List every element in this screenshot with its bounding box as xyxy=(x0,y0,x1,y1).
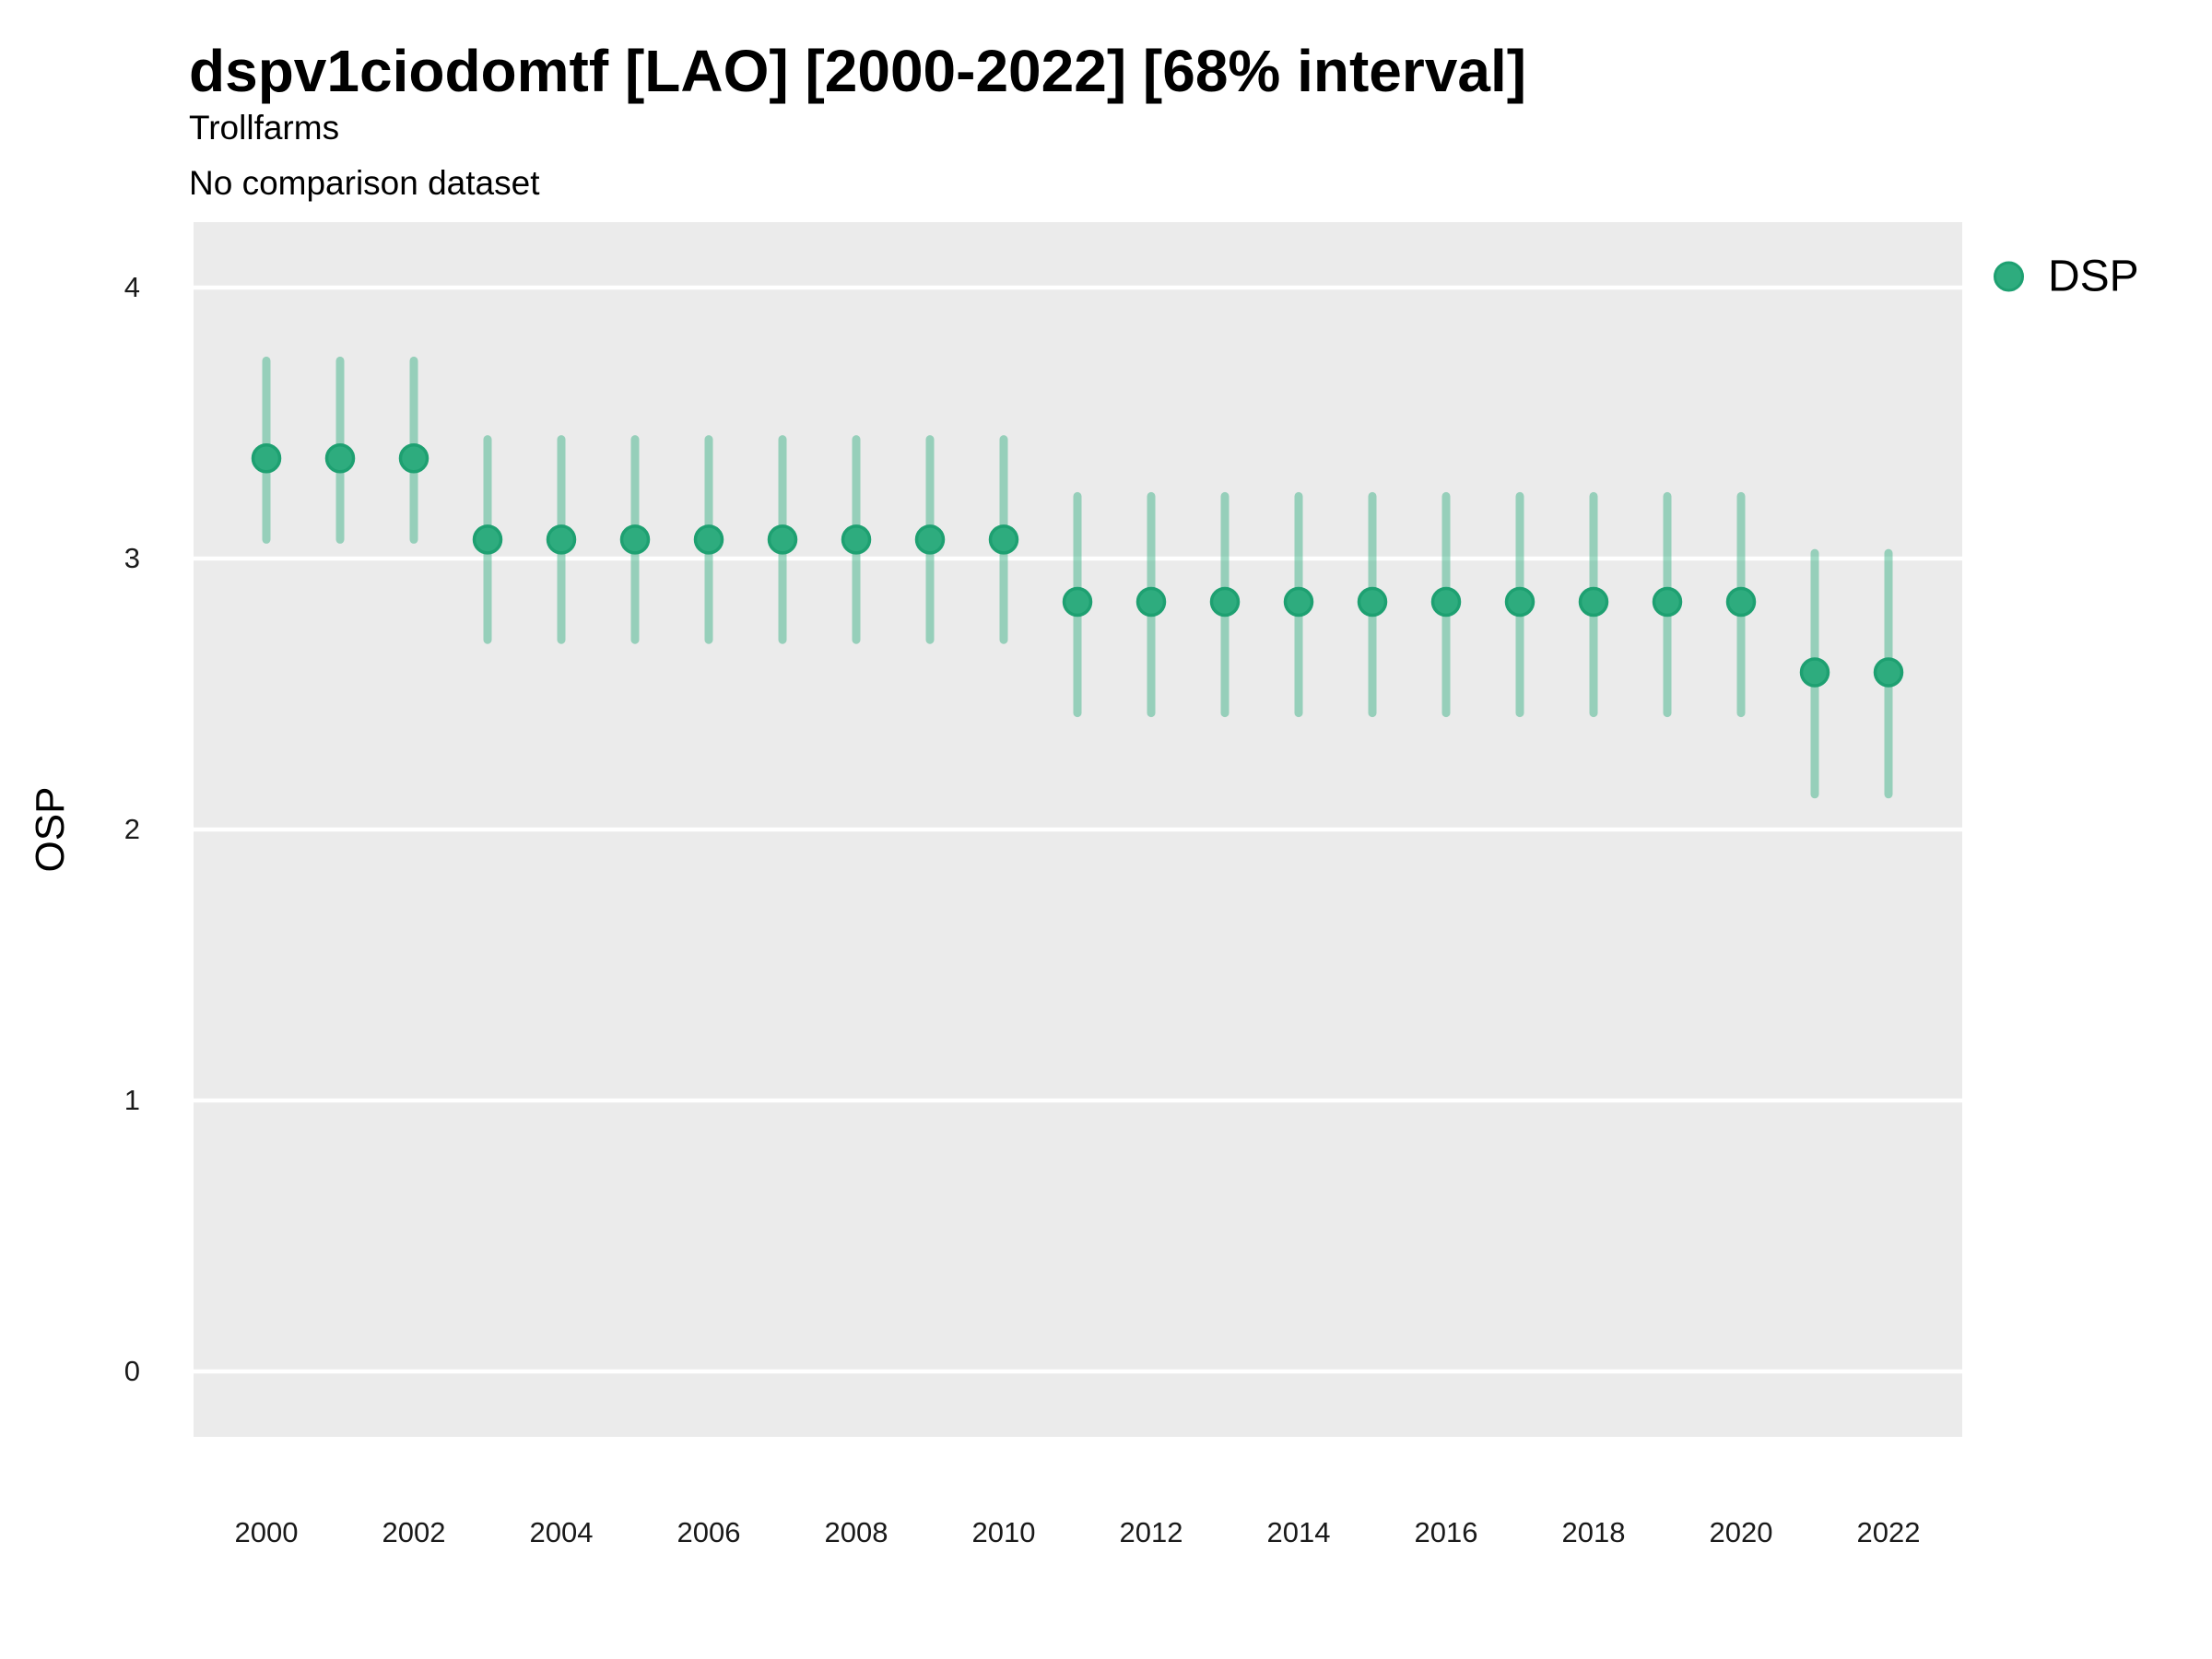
data-point xyxy=(693,524,724,555)
data-point xyxy=(1725,586,1757,618)
x-tick-label: 2002 xyxy=(382,1516,446,1548)
data-point xyxy=(1504,586,1535,618)
data-point xyxy=(767,524,798,555)
x-tick-label: 2014 xyxy=(1266,1516,1331,1548)
x-tick-label: 2016 xyxy=(1414,1516,1478,1548)
data-point xyxy=(1135,586,1167,618)
x-tick-label: 2004 xyxy=(529,1516,594,1548)
data-point xyxy=(472,524,503,555)
y-tick-label: 0 xyxy=(124,1355,140,1387)
y-tick-label: 2 xyxy=(124,813,140,845)
comparison-note: No comparison dataset xyxy=(189,164,540,202)
data-point xyxy=(1799,657,1830,688)
data-point xyxy=(251,442,282,474)
x-tick-label: 2010 xyxy=(971,1516,1036,1548)
legend: DSP xyxy=(1994,252,2139,302)
data-point xyxy=(619,524,651,555)
data-point xyxy=(1357,586,1388,618)
chart-title: dspv1ciodomtf [LAO] [2000-2022] [68% int… xyxy=(189,38,1527,104)
data-point xyxy=(988,524,1019,555)
data-point xyxy=(1652,586,1683,618)
data-point xyxy=(398,442,429,474)
x-tick-label: 2006 xyxy=(677,1516,741,1548)
data-point xyxy=(914,524,946,555)
y-tick-label: 1 xyxy=(124,1084,140,1116)
data-point xyxy=(546,524,577,555)
data-point xyxy=(1283,586,1314,618)
data-point xyxy=(841,524,872,555)
x-tick-label: 2012 xyxy=(1119,1516,1183,1548)
data-point xyxy=(1578,586,1609,618)
legend-label: DSP xyxy=(2048,252,2139,301)
data-point xyxy=(324,442,356,474)
data-point xyxy=(1430,586,1462,618)
data-point xyxy=(1873,657,1904,688)
x-tick-label: 2018 xyxy=(1561,1516,1626,1548)
data-point xyxy=(1209,586,1241,618)
chart-subtitle: Trollfarms xyxy=(189,109,340,147)
x-tick-label: 2008 xyxy=(824,1516,888,1548)
y-tick-label: 3 xyxy=(124,542,140,574)
legend-dot-icon xyxy=(1994,261,2024,292)
x-tick-label: 2020 xyxy=(1709,1516,1773,1548)
x-tick-label: 2022 xyxy=(1856,1516,1921,1548)
x-tick-label: 2000 xyxy=(234,1516,299,1548)
y-tick-label: 4 xyxy=(124,271,140,303)
data-point xyxy=(1062,586,1093,618)
